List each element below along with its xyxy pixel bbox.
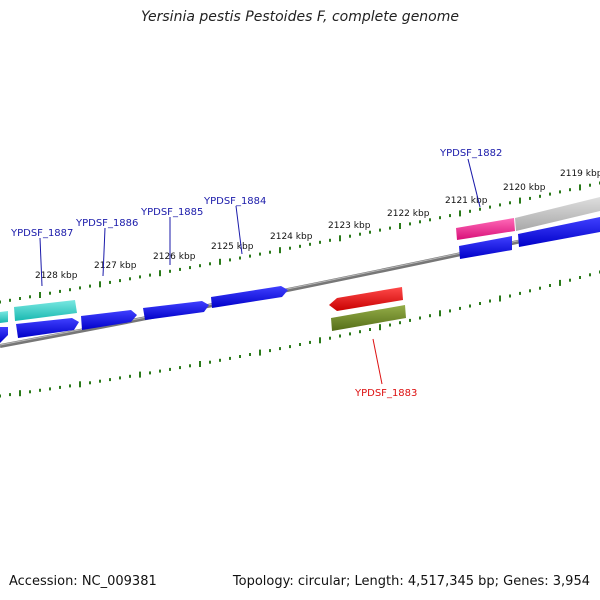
tick-label: 2121 kbp bbox=[445, 196, 488, 206]
genome-backbone bbox=[0, 222, 600, 348]
gene-label[interactable]: YPDSF_1885 bbox=[140, 207, 203, 218]
cyan-feature[interactable] bbox=[14, 300, 77, 321]
olive-feature[interactable] bbox=[331, 305, 406, 331]
map-title: Yersinia pestis Pestoides F, complete ge… bbox=[141, 9, 459, 25]
gene-leaders bbox=[39, 158, 481, 385]
gray-feature[interactable] bbox=[515, 197, 600, 231]
tick-label: 2126 kbp bbox=[153, 252, 196, 262]
cds-feature[interactable] bbox=[81, 310, 137, 330]
cyan-feature[interactable] bbox=[0, 311, 8, 323]
gene-label[interactable]: YPDSF_1882 bbox=[439, 148, 502, 159]
leader-line bbox=[235, 205, 243, 255]
cds-feature[interactable] bbox=[459, 236, 512, 259]
genome-stats-text: Topology: circular; Length: 4,517,345 bp… bbox=[232, 574, 590, 589]
gene-label[interactable]: YPDSF_1887 bbox=[10, 228, 73, 239]
gene-label[interactable]: YPDSF_1886 bbox=[75, 218, 138, 229]
tick-labels: 2119 kbp 2120 kbp 2121 kbp 2122 kbp 2123… bbox=[35, 169, 600, 281]
leader-line bbox=[467, 158, 481, 208]
tick-label: 2123 kbp bbox=[328, 221, 371, 231]
inner-tick-ring bbox=[0, 270, 600, 398]
tick-label: 2122 kbp bbox=[387, 209, 430, 219]
tick-label: 2127 kbp bbox=[94, 261, 137, 271]
outer-tick-ring bbox=[0, 181, 600, 304]
cds-feature[interactable] bbox=[16, 318, 79, 338]
gene-label[interactable]: YPDSF_1883 bbox=[354, 388, 417, 399]
tick-label: 2125 kbp bbox=[211, 242, 254, 252]
cds-feature[interactable] bbox=[518, 217, 600, 247]
accession-text: Accession: NC_009381 bbox=[9, 574, 157, 589]
red-feature[interactable] bbox=[329, 287, 403, 311]
leader-line bbox=[102, 227, 106, 277]
tick-label: 2128 kbp bbox=[35, 271, 78, 281]
leader-line bbox=[39, 237, 43, 287]
cds-lane bbox=[0, 197, 600, 343]
tick-label: 2120 kbp bbox=[503, 183, 546, 193]
leader-line bbox=[372, 338, 383, 385]
pink-feature[interactable] bbox=[456, 218, 515, 240]
cds-feature[interactable] bbox=[211, 286, 288, 308]
tick-label: 2119 kbp bbox=[560, 169, 600, 179]
cds-feature[interactable] bbox=[0, 327, 8, 343]
gene-labels: YPDSF_1882 YPDSF_1883 YPDSF_1884 YPDSF_1… bbox=[10, 148, 502, 399]
cds-feature[interactable] bbox=[143, 301, 209, 320]
tick-label: 2124 kbp bbox=[270, 232, 313, 242]
gene-label[interactable]: YPDSF_1884 bbox=[203, 196, 266, 207]
